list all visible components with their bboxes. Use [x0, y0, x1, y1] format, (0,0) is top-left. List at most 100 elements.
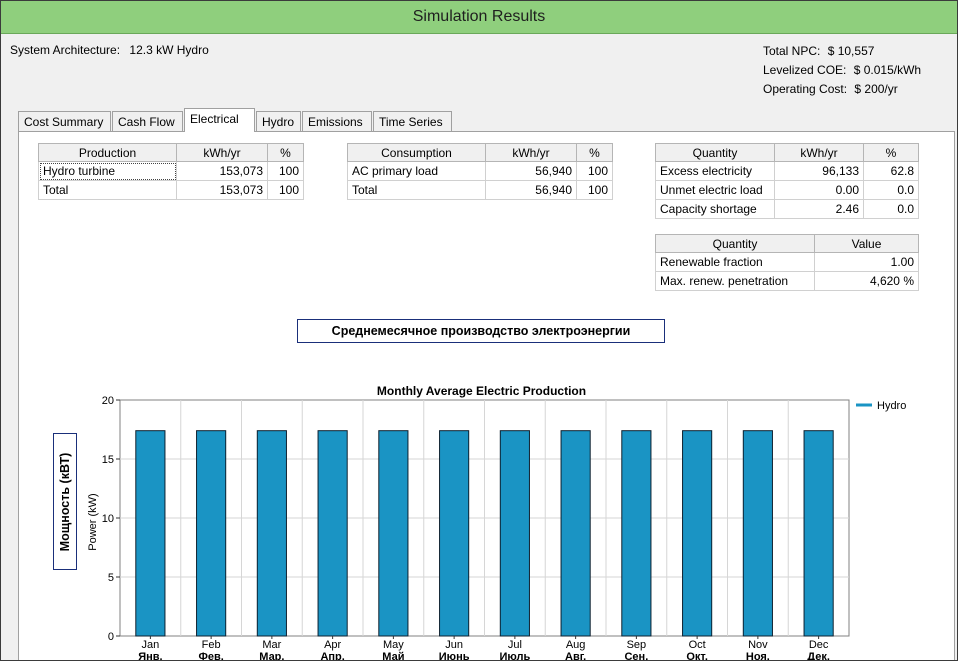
bar [499, 430, 530, 637]
table-cell: Capacity shortage [655, 199, 775, 219]
table-row[interactable]: Max. renew. penetration 4,620 % [655, 271, 919, 291]
y-tick-label: 10 [102, 513, 114, 525]
x-tick-label-ru: Май [382, 651, 404, 661]
table-cell: Hydro turbine [38, 161, 177, 181]
x-tick-label: Sep [627, 639, 647, 651]
window-title: Simulation Results [1, 1, 957, 34]
x-tick-label: Apr [324, 639, 341, 651]
y-tick-label: 5 [108, 572, 114, 584]
table-row[interactable]: Total 153,073 100 [38, 180, 304, 200]
x-tick-label: Oct [689, 639, 706, 651]
column-header: Quantity [655, 143, 775, 162]
annotation-title-ru: Среднемесячное производство электроэнерг… [297, 319, 665, 343]
table-row[interactable]: Excess electricity 96,133 62.8 [655, 161, 919, 181]
y-tick-label: 15 [102, 454, 114, 466]
table-cell: 2.46 [774, 199, 864, 219]
table-cell: Max. renew. penetration [655, 271, 815, 291]
total-npc-value: $ 10,557 [827, 44, 875, 58]
x-tick-label-ru: Дек. [807, 651, 830, 661]
table-cell: 62.8 [863, 161, 919, 181]
bar [196, 430, 227, 637]
bar [742, 430, 773, 637]
x-tick-label: Jul [508, 639, 522, 651]
table-cell: 56,940 [485, 180, 577, 200]
table-cell: 100 [576, 161, 613, 181]
y-tick-label: 0 [108, 631, 114, 643]
operating-cost-value: $ 200/yr [854, 82, 898, 96]
column-header: Production [38, 143, 177, 162]
bar [439, 430, 470, 637]
column-header: % [267, 143, 304, 162]
x-tick-label-ru: Авг. [565, 651, 586, 661]
chart-title: Monthly Average Electric Production [377, 384, 586, 398]
table-cell: Total [347, 180, 486, 200]
table-row[interactable]: Capacity shortage 2.46 0.0 [655, 199, 919, 219]
column-header: Quantity [655, 234, 815, 253]
table-cell: 0.0 [863, 199, 919, 219]
system-architecture: System Architecture: 12.3 kW Hydro [10, 43, 209, 57]
operating-cost-label: Operating Cost: [763, 82, 848, 96]
x-tick-label: May [383, 639, 404, 651]
levelized-coe-value: $ 0.015/kWh [853, 63, 922, 77]
renewable-quantity-table: Quantity Value Renewable fraction 1.00 M… [655, 234, 919, 291]
y-tick-label: 20 [102, 395, 114, 407]
table-row[interactable]: Renewable fraction 1.00 [655, 252, 919, 272]
system-architecture-value: 12.3 kW Hydro [129, 43, 209, 57]
tab-hydro[interactable]: Hydro [256, 111, 301, 131]
levelized-coe-label: Levelized COE: [763, 63, 847, 77]
x-tick-label: Jun [445, 639, 463, 651]
x-tick-label-ru: Ноя. [746, 651, 770, 661]
x-tick-label-ru: Фев. [198, 651, 223, 661]
bar [560, 430, 591, 637]
x-tick-label: Jan [142, 639, 160, 651]
bar [378, 430, 409, 637]
tab-time-series[interactable]: Time Series [373, 111, 452, 131]
x-tick-label: Dec [809, 639, 829, 651]
legend-label: Hydro [877, 400, 906, 412]
y-axis-label: Power (kW) [87, 493, 99, 550]
table-cell: 4,620 % [814, 271, 919, 291]
table-header-row: Quantity kWh/yr % [655, 143, 919, 162]
tab-emissions[interactable]: Emissions [302, 111, 372, 131]
tab-cash-flow[interactable]: Cash Flow [112, 111, 183, 131]
table-cell: 100 [267, 180, 304, 200]
system-architecture-label: System Architecture: [10, 43, 121, 57]
table-row[interactable]: AC primary load 56,940 100 [347, 161, 613, 181]
table-cell: Renewable fraction [655, 252, 815, 272]
bar [682, 430, 713, 637]
table-cell: Total [38, 180, 177, 200]
table-row[interactable]: Total 56,940 100 [347, 180, 613, 200]
x-tick-label: Aug [566, 639, 586, 651]
cost-summary-block: Total NPC: $ 10,557 Levelized COE: $ 0.0… [763, 42, 921, 99]
bar [256, 430, 287, 637]
tab-electrical[interactable]: Electrical [184, 108, 255, 132]
total-npc: Total NPC: $ 10,557 [763, 42, 921, 61]
consumption-table: Consumption kWh/yr % AC primary load 56,… [347, 143, 613, 200]
tab-cost-summary[interactable]: Cost Summary [18, 111, 111, 131]
energy-quantity-table: Quantity kWh/yr % Excess electricity 96,… [655, 143, 919, 219]
column-header: kWh/yr [485, 143, 577, 162]
x-tick-label-ru: Июнь [439, 651, 470, 661]
x-tick-label-ru: Апр. [320, 651, 344, 661]
bar [135, 430, 166, 637]
levelized-coe: Levelized COE: $ 0.015/kWh [763, 61, 921, 80]
x-tick-label-ru: Окт. [686, 651, 708, 661]
production-table: Production kWh/yr % Hydro turbine 153,07… [38, 143, 304, 200]
x-tick-label: Mar [262, 639, 281, 651]
x-tick-label-ru: Янв. [138, 651, 162, 661]
annotation-ylabel-ru-text: Мощность (кВТ) [58, 452, 72, 551]
table-cell: 153,073 [176, 161, 268, 181]
bar [803, 430, 834, 637]
column-header: kWh/yr [176, 143, 268, 162]
table-cell: 153,073 [176, 180, 268, 200]
table-cell: AC primary load [347, 161, 486, 181]
x-tick-label-ru: Июль [499, 651, 530, 661]
annotation-ylabel-ru: Мощность (кВТ) [53, 433, 77, 570]
bar [317, 430, 348, 637]
x-tick-label: Nov [748, 639, 768, 651]
table-cell: Excess electricity [655, 161, 775, 181]
total-npc-label: Total NPC: [763, 44, 821, 58]
table-header-row: Production kWh/yr % [38, 143, 304, 162]
x-tick-label-ru: Сен. [624, 651, 648, 661]
